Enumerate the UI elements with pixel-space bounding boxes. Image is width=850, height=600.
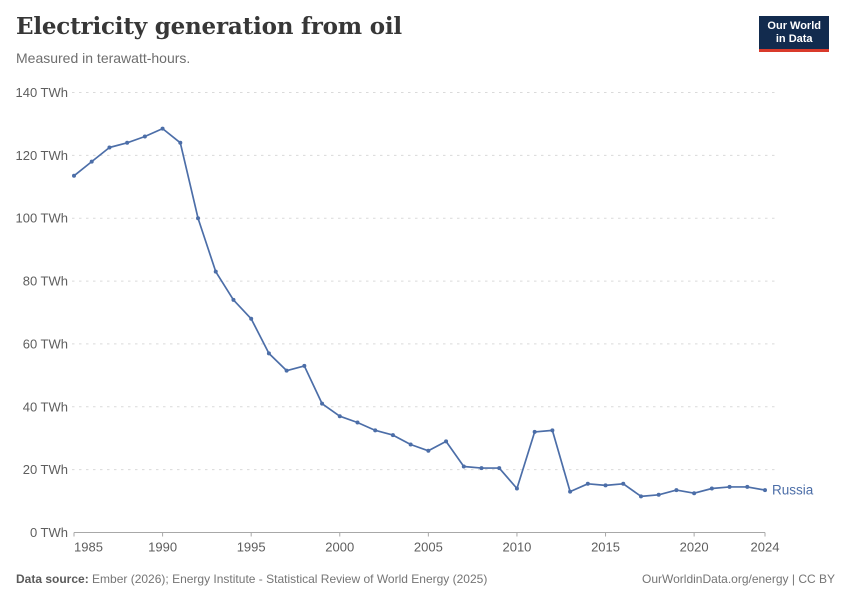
data-point — [337, 414, 342, 419]
data-point — [532, 429, 537, 434]
data-point — [461, 464, 466, 469]
data-point — [213, 269, 218, 274]
data-point — [727, 484, 732, 489]
x-axis-tick-label: 2005 — [414, 540, 443, 555]
chart-subtitle: Measured in terawatt-hours. — [16, 50, 191, 66]
data-point — [426, 448, 431, 453]
data-point — [355, 420, 360, 425]
data-point — [89, 159, 94, 164]
data-point — [390, 433, 395, 438]
y-axis-tick-label: 120 TWh — [15, 148, 68, 163]
page-title: Electricity generation from oil — [16, 13, 402, 40]
data-source-text: Ember (2026); Energy Institute - Statist… — [88, 572, 488, 586]
data-point — [763, 488, 767, 493]
data-point — [266, 351, 271, 356]
data-point — [692, 491, 697, 496]
data-point — [479, 466, 484, 471]
data-point — [621, 481, 626, 486]
data-point — [603, 483, 608, 488]
x-axis-tick-label: 2015 — [591, 540, 620, 555]
data-source-label: Data source: — [16, 572, 89, 586]
series-line — [73, 127, 766, 498]
data-point — [320, 401, 325, 406]
series-label: Russia — [772, 483, 814, 498]
data-point — [444, 439, 449, 444]
data-point — [709, 486, 714, 491]
data-source-note: Data source: Ember (2026); Energy Instit… — [16, 572, 487, 586]
data-point — [638, 494, 643, 499]
y-axis-tick-label: 80 TWh — [23, 274, 68, 289]
data-point — [125, 140, 130, 145]
chart-footer: Data source: Ember (2026); Energy Instit… — [16, 572, 835, 586]
x-axis-tick-label: 2010 — [502, 540, 531, 555]
data-point — [585, 481, 590, 486]
y-axis-tick-label: 40 TWh — [23, 399, 68, 414]
owid-logo-line2: in Data — [775, 33, 813, 45]
y-axis-tick-label: 140 TWh — [15, 85, 68, 100]
data-point — [302, 363, 307, 368]
y-axis-tick-label: 0 TWh — [30, 525, 68, 540]
data-point — [160, 126, 165, 131]
owid-logo: Our World in Data — [759, 16, 829, 52]
data-point — [231, 297, 236, 302]
x-axis-tick-label: 2000 — [325, 540, 354, 555]
data-point — [408, 442, 413, 447]
data-point — [249, 316, 254, 321]
y-axis-tick-label: 20 TWh — [23, 462, 68, 477]
data-point — [373, 428, 378, 433]
data-point — [514, 486, 519, 491]
data-point — [745, 484, 750, 489]
data-point — [284, 368, 289, 373]
data-point — [550, 428, 555, 433]
x-axis-tick-label: 1985 — [74, 540, 103, 555]
x-axis-tick-label: 1990 — [148, 540, 177, 555]
data-point — [568, 489, 573, 494]
data-point — [196, 216, 201, 221]
license-note: OurWorldinData.org/energy | CC BY — [642, 572, 835, 586]
y-axis-tick-label: 100 TWh — [15, 211, 68, 226]
data-point — [178, 140, 183, 145]
data-point — [656, 492, 661, 497]
data-point — [497, 466, 502, 471]
data-point — [674, 488, 679, 493]
data-point — [142, 134, 147, 139]
owid-logo-line1: Our World — [767, 20, 821, 32]
data-point — [72, 173, 76, 178]
x-axis-tick-label: 1995 — [237, 540, 266, 555]
y-axis-tick-label: 60 TWh — [23, 336, 68, 351]
x-axis-tick-label: 2024 — [751, 540, 780, 555]
data-point — [107, 145, 112, 150]
x-axis-tick-label: 2020 — [680, 540, 709, 555]
